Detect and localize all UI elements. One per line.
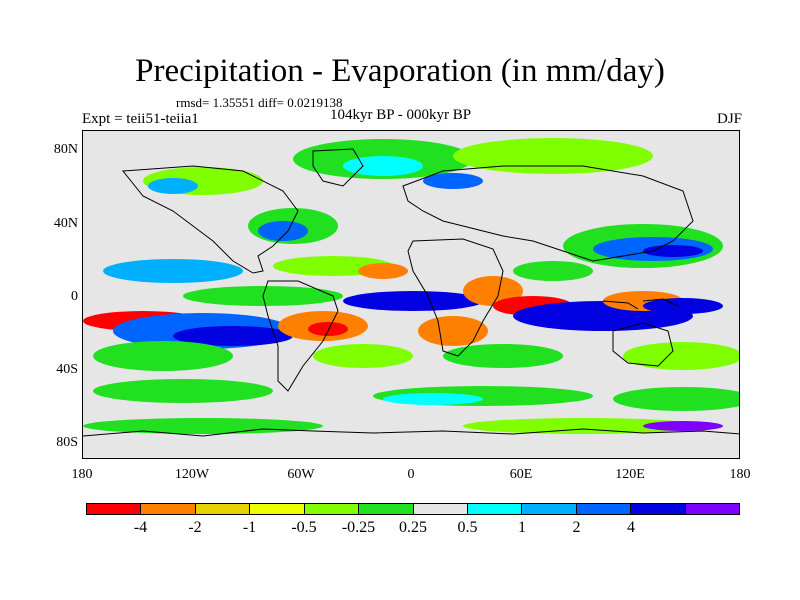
lon-label-120w: 120W (174, 467, 210, 482)
colorbar-segment (141, 504, 196, 514)
colorbar-segment (304, 504, 360, 514)
colorbar-label: 4 (627, 519, 635, 536)
lat-label-0: 0 (71, 289, 78, 304)
colorbar-segment (359, 504, 414, 514)
field-shading (83, 138, 739, 434)
colorbar-label: -1 (242, 519, 257, 536)
lat-label-80s: 80S (56, 435, 78, 450)
colorbar-segment (576, 504, 632, 514)
lon-label-120e: 120E (615, 467, 645, 482)
lat-label-80n: 80N (53, 142, 78, 157)
colorbar-segment (250, 504, 305, 514)
lon-label-0: 0 (407, 467, 415, 482)
colorbar-label: -0.5 (291, 519, 317, 536)
lat-label-40n: 40N (53, 216, 78, 231)
precip-evap-field (83, 138, 739, 437)
lon-label-180e: 180 (729, 467, 751, 482)
colorbar-segment (195, 504, 251, 514)
season-label: DJF (716, 111, 742, 127)
lon-label-60w: 60W (287, 467, 315, 482)
lon-label-180w: 180 (71, 467, 93, 482)
experiment-label: Expt = teii51-teiia1 (82, 111, 199, 127)
lon-label-60e: 60E (509, 467, 533, 482)
period-label: 104kyr BP - 000kyr BP (330, 107, 472, 123)
stats-text: rmsd= 1.35551 diff= 0.0219138 (176, 95, 343, 110)
colorbar (86, 503, 740, 515)
map-title: Precipitation - Evaporation (in mm/day) (135, 53, 665, 89)
colorbar-segment (685, 504, 740, 514)
colorbar-label: -4 (133, 519, 148, 536)
colorbar-segment (87, 504, 142, 514)
colorbar-label: -2 (188, 519, 202, 536)
lat-label-40s: 40S (56, 362, 78, 377)
colorbar-label: 0.5 (457, 519, 478, 536)
colorbar-segment (467, 504, 523, 514)
map-panel (82, 130, 740, 459)
coastlines (83, 148, 739, 437)
colorbar-label: -0.25 (341, 519, 376, 536)
colorbar-label: 0.25 (399, 519, 427, 536)
colorbar-segment (631, 504, 686, 514)
colorbar-label: 2 (572, 519, 581, 536)
colorbar-label: 1 (518, 519, 526, 536)
colorbar-segment (413, 504, 468, 514)
colorbar-segment (522, 504, 577, 514)
